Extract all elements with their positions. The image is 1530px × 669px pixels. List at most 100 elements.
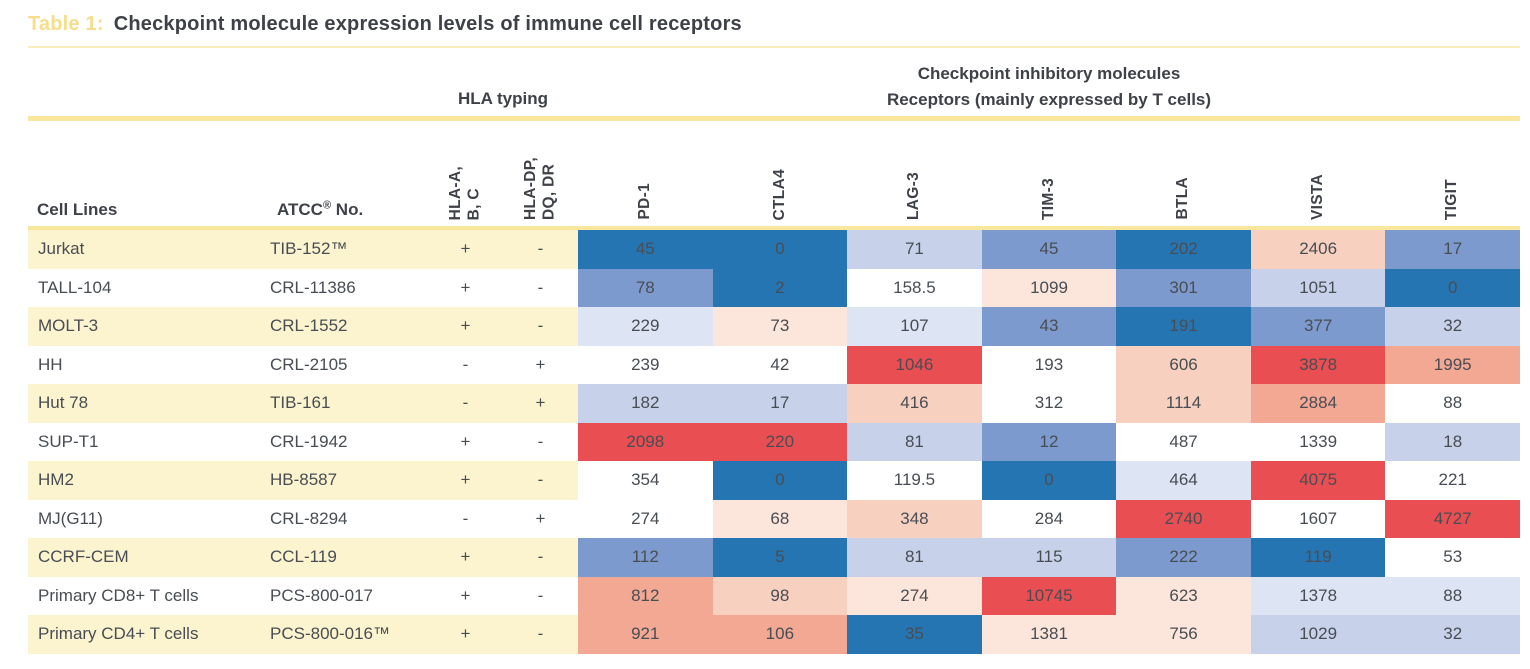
column-header-ctla4-label: CTLA4 bbox=[770, 168, 788, 220]
expression-value-ctla4: 5 bbox=[712, 538, 848, 577]
expression-value-pd-1: 78 bbox=[578, 268, 713, 307]
column-header-pd-1: PD-1 bbox=[578, 121, 713, 226]
expression-value-lag-3: 81 bbox=[847, 538, 982, 577]
cell-line-name: MOLT-3 bbox=[28, 307, 268, 346]
expression-value-btla: 756 bbox=[1116, 615, 1251, 654]
cell-line-name: SUP-T1 bbox=[38, 431, 99, 451]
expression-value-vista: 1029 bbox=[1250, 615, 1386, 654]
hla-class2-value: - bbox=[503, 230, 578, 269]
expression-value-pd-1: 182 bbox=[578, 384, 713, 423]
expression-value-pd-1: 45 bbox=[578, 230, 713, 269]
table-row: TALL-104 CRL-11386 + - 78 2 158.5 1099 301 1051 0 bbox=[28, 268, 1520, 307]
cell-line-name: Primary CD8+ T cells bbox=[38, 585, 199, 605]
expression-value-tigit: 53 bbox=[1385, 538, 1520, 577]
title-divider bbox=[28, 46, 1520, 48]
expression-value-vista: 2406 bbox=[1250, 230, 1386, 269]
expression-value-tigit: 221 bbox=[1385, 461, 1520, 500]
expression-value-lag-3: 81 bbox=[847, 422, 982, 461]
hla-class2-value: - bbox=[503, 307, 578, 346]
hla-class1-value: - bbox=[462, 508, 469, 528]
expression-value-tigit: 17 bbox=[1385, 230, 1520, 269]
expression-value-tim-3: 1381 bbox=[981, 615, 1117, 654]
hla-class1-value: + bbox=[428, 538, 503, 577]
atcc-number: CRL-2105 bbox=[270, 354, 348, 374]
expression-value-btla: 191 bbox=[1116, 307, 1251, 346]
column-header-cell-lines: Cell Lines bbox=[28, 121, 268, 226]
table-row: HH CRL-2105 - +239 42 1046 193 606 3878 1995 bbox=[28, 345, 1520, 384]
table-title: Table 1: Checkpoint molecule expression l… bbox=[28, 0, 1520, 36]
table-figure: Table 1: Checkpoint molecule expression l… bbox=[28, 0, 1520, 654]
expression-value-btla: 606 bbox=[1116, 345, 1251, 384]
hla-class2-value: + bbox=[535, 508, 546, 528]
atcc-number: PCS-800-017 bbox=[270, 585, 374, 605]
hla-class1-value: + bbox=[428, 615, 503, 654]
table-row: CCRF-CEM CCL-119 + -112 5 81 115 222 119 53 bbox=[28, 538, 1520, 577]
group-header-hla-typing: HLA typing bbox=[457, 89, 549, 108]
expression-value-lag-3: 348 bbox=[847, 499, 982, 538]
hla-class2-value: + bbox=[535, 354, 546, 374]
cell-line-name: CCRF-CEM bbox=[28, 538, 268, 577]
expression-value-vista: 119 bbox=[1250, 538, 1386, 577]
table-body: Jurkat TIB-152™ + -45 0 71 45 202 2406 17 TALL-104… bbox=[28, 230, 1520, 654]
expression-value-btla: 487 bbox=[1116, 422, 1251, 461]
expression-value-vista: 1607 bbox=[1250, 499, 1386, 538]
column-header-tim-3: TIM-3 bbox=[982, 121, 1117, 226]
atcc-number: CRL-11386 bbox=[270, 277, 356, 297]
table-number-label: Table 1: bbox=[28, 13, 104, 35]
table-row: Jurkat TIB-152™ + -45 0 71 45 202 2406 17 bbox=[28, 230, 1520, 269]
table-row: Primary CD8+ T cells PCS-800-017 + - 812 98 27… bbox=[28, 576, 1520, 615]
column-header-ctla4: CTLA4 bbox=[713, 121, 848, 226]
expression-value-tigit: 4727 bbox=[1385, 499, 1520, 538]
expression-value-pd-1: 112 bbox=[578, 538, 713, 577]
expression-value-tigit: 88 bbox=[1385, 384, 1520, 423]
hla-class2-value: - bbox=[537, 431, 544, 451]
column-header-hla-class1: HLA-A, B, C bbox=[428, 121, 503, 226]
expression-value-pd-1: 812 bbox=[578, 576, 713, 615]
expression-value-ctla4: 2 bbox=[712, 268, 848, 307]
expression-value-pd-1: 239 bbox=[578, 345, 713, 384]
expression-value-lag-3: 158.5 bbox=[847, 268, 982, 307]
hla-class1-value: + bbox=[428, 461, 503, 500]
expression-value-tim-3: 12 bbox=[981, 422, 1117, 461]
expression-value-lag-3: 416 bbox=[847, 384, 982, 423]
expression-value-tigit: 88 bbox=[1385, 576, 1520, 615]
column-header-row: Cell Lines ATCC® No. HLA-A, B, C HLA-DP,… bbox=[28, 121, 1520, 226]
cell-line-name: TALL-104 bbox=[38, 277, 112, 297]
hla-class1-value: - bbox=[428, 384, 503, 423]
expression-value-pd-1: 229 bbox=[578, 307, 713, 346]
column-header-lag-3-label: LAG-3 bbox=[905, 172, 923, 220]
expression-value-lag-3: 35 bbox=[847, 615, 982, 654]
expression-value-ctla4: 106 bbox=[712, 615, 848, 654]
table-row: Hut 78 TIB-161- +182 17 416 312 1114 2884 88 bbox=[28, 384, 1520, 423]
expression-value-tim-3: 284 bbox=[981, 499, 1117, 538]
column-header-vista: VISTA bbox=[1251, 121, 1386, 226]
hla-class1-value: + bbox=[460, 585, 471, 605]
hla-class1-value: + bbox=[428, 230, 503, 269]
column-header-hla-class2: HLA-DP, DQ, DR bbox=[503, 121, 578, 226]
expression-value-pd-1: 274 bbox=[578, 499, 713, 538]
column-header-cell-lines-label: Cell Lines bbox=[37, 200, 118, 219]
table-row: HM2 HB-8587 + -354 0 119.5 0 464 4075 221 bbox=[28, 461, 1520, 500]
cell-line-name: Primary CD4+ T cells bbox=[28, 615, 268, 654]
cell-line-name: HM2 bbox=[28, 461, 268, 500]
expression-value-vista: 4075 bbox=[1250, 461, 1386, 500]
cell-line-name: HH bbox=[38, 354, 63, 374]
hla-class2-value: + bbox=[503, 384, 578, 423]
atcc-number: TIB-152™ bbox=[268, 230, 428, 269]
expression-value-tim-3: 1099 bbox=[981, 268, 1117, 307]
expression-value-tim-3: 45 bbox=[981, 230, 1117, 269]
table-row: MOLT-3 CRL-1552 + -229 73 107 43 191 377 32 bbox=[28, 307, 1520, 346]
expression-value-btla: 1114 bbox=[1116, 384, 1251, 423]
expression-value-lag-3: 71 bbox=[847, 230, 982, 269]
expression-value-btla: 222 bbox=[1116, 538, 1251, 577]
atcc-number: TIB-161 bbox=[268, 384, 428, 423]
column-header-atcc-no: ATCC® No. bbox=[268, 121, 428, 226]
hla-class2-value: - bbox=[503, 615, 578, 654]
expression-value-btla: 202 bbox=[1116, 230, 1251, 269]
expression-value-tim-3: 0 bbox=[981, 461, 1117, 500]
column-header-tigit-label: TIGIT bbox=[1443, 178, 1461, 220]
expression-value-vista: 1378 bbox=[1250, 576, 1386, 615]
expression-value-tim-3: 312 bbox=[981, 384, 1117, 423]
column-header-pd-1-label: PD-1 bbox=[635, 183, 653, 220]
column-header-tigit: TIGIT bbox=[1385, 121, 1520, 226]
